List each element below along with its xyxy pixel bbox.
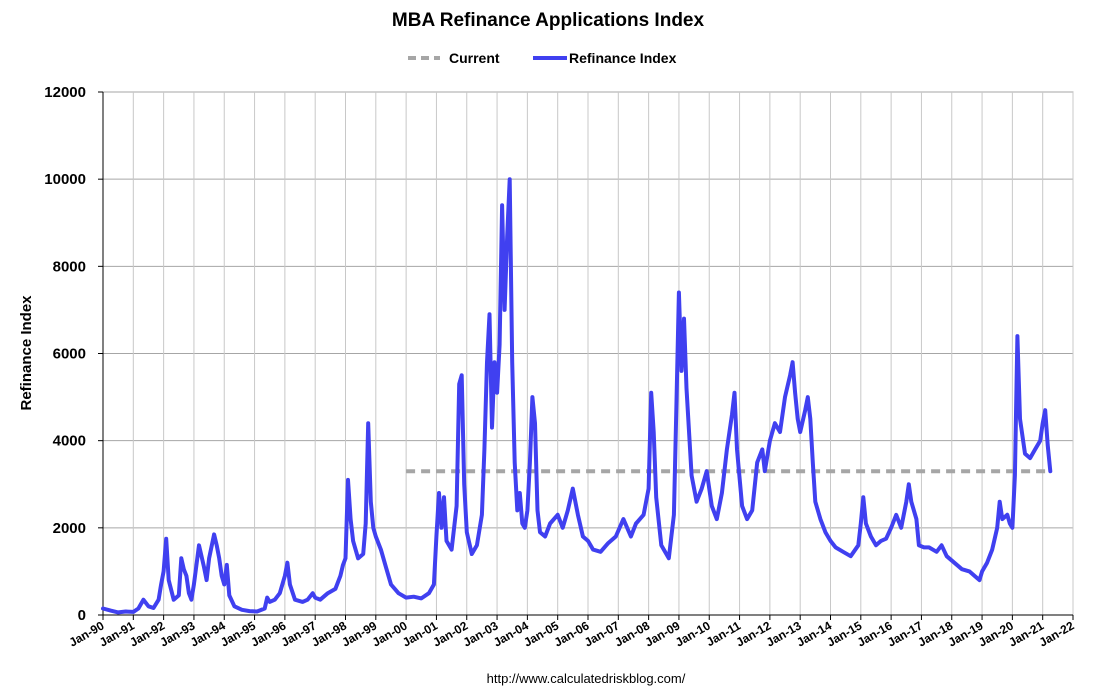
y-tick-label: 12000 <box>44 84 86 101</box>
legend-label-refinance-index: Refinance Index <box>569 50 677 66</box>
y-tick-label: 4000 <box>53 433 86 450</box>
series-layer <box>101 177 1053 615</box>
legend: Current Refinance Index <box>408 50 677 66</box>
source-url: http://www.calculatedriskblog.com/ <box>487 671 686 686</box>
y-tick-label: 2000 <box>53 520 86 537</box>
legend-label-current: Current <box>449 50 500 66</box>
refinance-index-line <box>101 177 1053 615</box>
y-axis: 0 2000 4000 6000 8000 10000 12000 <box>44 84 104 624</box>
y-tick-label: 8000 <box>53 258 86 275</box>
y-tick-label: 0 <box>78 607 86 624</box>
y-tick-label: 10000 <box>44 171 86 188</box>
y-axis-label: Refinance Index <box>18 295 35 411</box>
chart-title: MBA Refinance Applications Index <box>392 10 705 31</box>
y-tick-label: 6000 <box>53 346 86 363</box>
